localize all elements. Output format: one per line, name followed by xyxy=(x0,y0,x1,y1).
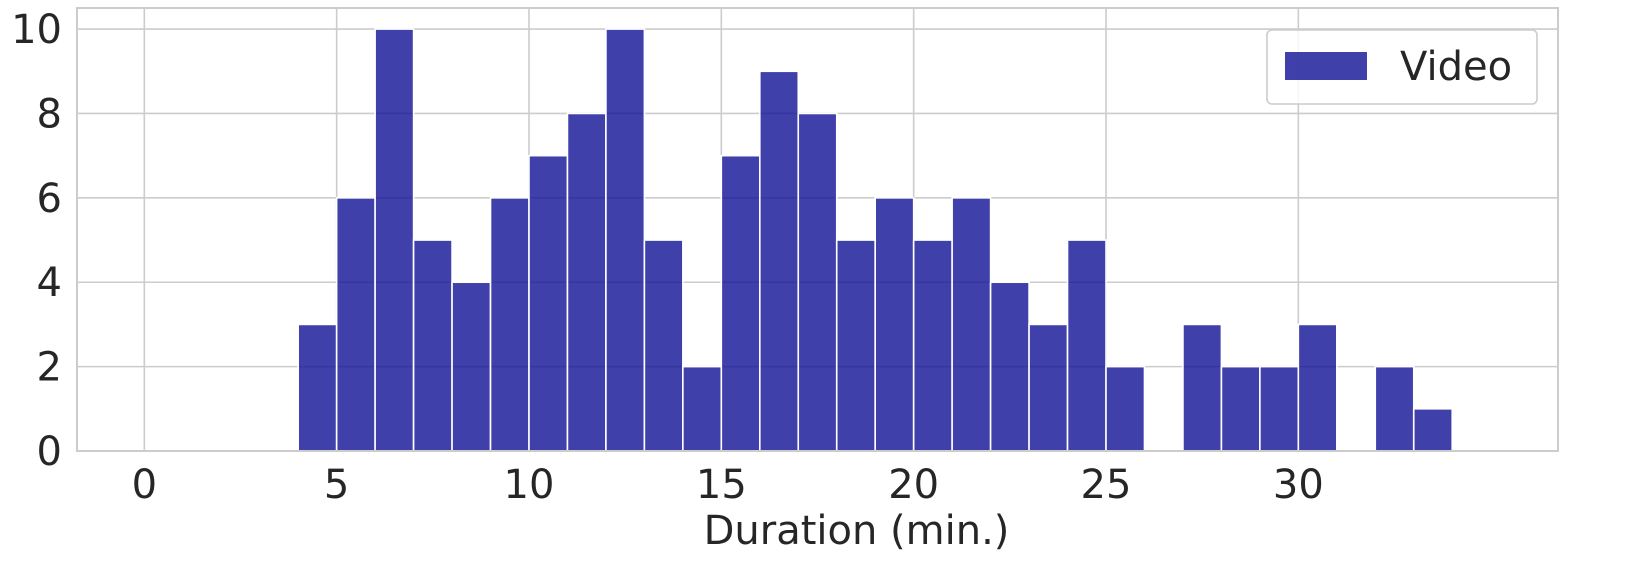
histogram-bar xyxy=(758,70,800,452)
x-tick-label: 15 xyxy=(696,462,747,508)
y-tick-label: 4 xyxy=(37,260,62,306)
y-tick-label: 2 xyxy=(37,345,62,391)
histogram-bar xyxy=(335,197,376,452)
histogram-bar xyxy=(720,154,761,452)
bars xyxy=(297,28,1454,452)
histogram-bar xyxy=(412,239,453,452)
histogram-bar xyxy=(951,197,992,452)
plot-frame xyxy=(76,7,1559,452)
histogram-bar xyxy=(643,239,684,452)
histogram-bar xyxy=(682,365,723,452)
histogram-bar xyxy=(1259,365,1300,452)
histogram-bar xyxy=(1412,408,1454,452)
histogram-bar xyxy=(1374,365,1415,452)
histogram-bar xyxy=(605,28,646,452)
histogram-bar xyxy=(528,154,569,452)
x-tick-label: 25 xyxy=(1081,462,1132,508)
y-tick-label: 8 xyxy=(37,91,62,137)
y-tick-label: 10 xyxy=(11,7,62,53)
x-tick-label: 20 xyxy=(888,462,939,508)
x-tick-labels: 0 5 10 15 20 25 30 xyxy=(132,462,1324,508)
histogram-bar xyxy=(912,239,953,452)
histogram-bar xyxy=(1297,323,1338,452)
histogram-bar xyxy=(451,281,492,452)
histogram-bar xyxy=(1105,365,1146,452)
histogram-bar xyxy=(1220,365,1261,452)
histogram-bar xyxy=(297,323,338,452)
x-tick-label: 5 xyxy=(324,462,349,508)
x-tick-label: 30 xyxy=(1273,462,1324,508)
histogram-bar xyxy=(1028,323,1069,452)
histogram-bar xyxy=(835,239,877,452)
histogram-bar xyxy=(1066,239,1107,452)
y-tick-label: 6 xyxy=(37,176,62,222)
histogram-bar xyxy=(989,281,1030,452)
legend-label-video: Video xyxy=(1400,44,1512,90)
legend-box xyxy=(1266,29,1538,105)
histogram-bar xyxy=(1182,323,1223,452)
legend-swatch-video xyxy=(1285,52,1367,80)
histogram-bar xyxy=(874,197,915,452)
x-axis-title: Duration (min.) xyxy=(704,508,1010,554)
x-tick-label: 10 xyxy=(504,462,555,508)
y-tick-label: 0 xyxy=(37,429,62,475)
histogram-bar xyxy=(374,28,415,452)
x-tick-label: 0 xyxy=(132,462,157,508)
legend: Video xyxy=(1266,29,1538,105)
histogram-bar xyxy=(566,112,607,452)
histogram-bar xyxy=(489,197,530,452)
y-tick-labels: 0 2 4 6 8 10 xyxy=(11,7,62,475)
histogram-bar xyxy=(797,112,838,452)
